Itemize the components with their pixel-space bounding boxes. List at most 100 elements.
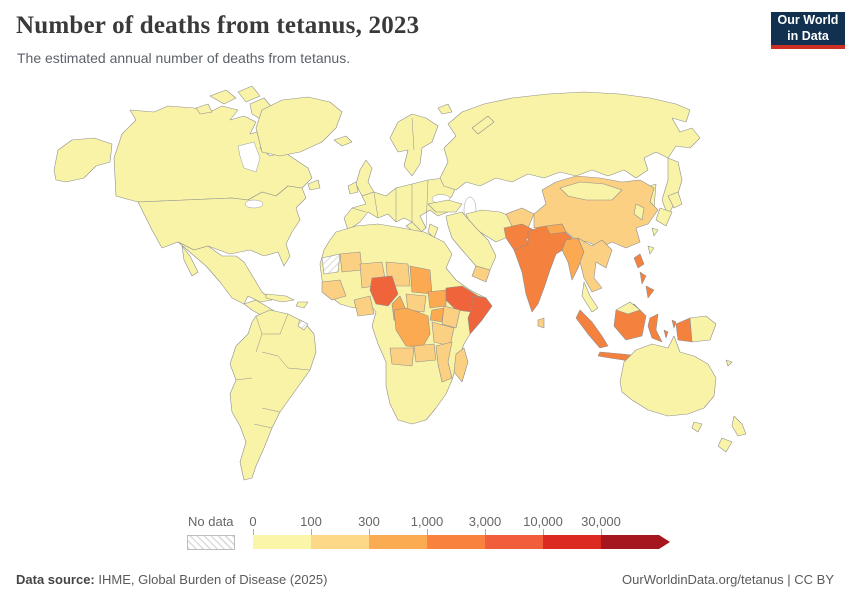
country-mozambique[interactable]	[435, 341, 453, 383]
country-western-sahara[interactable]	[321, 253, 341, 275]
country-greenland[interactable]	[255, 96, 343, 157]
country-madagascar[interactable]	[453, 347, 469, 383]
country-iceland[interactable]	[333, 135, 353, 147]
country-philippines-mindanao[interactable]	[645, 285, 655, 299]
legend-tick-mark	[369, 529, 370, 535]
country-indonesia-sumatra[interactable]	[575, 309, 609, 349]
country-japan-hokkaido[interactable]	[667, 191, 683, 209]
legend-bin-segment[interactable]	[543, 535, 601, 549]
region-ghana-benin[interactable]	[353, 295, 375, 317]
legend-bin-segment[interactable]	[253, 535, 311, 549]
legend-tick-label: 30,000	[581, 514, 621, 529]
legend-no-data-label: No data	[188, 514, 234, 529]
owid-logo[interactable]: Our World in Data	[771, 12, 845, 49]
country-nigeria[interactable]	[369, 275, 399, 307]
page-title: Number of deaths from tetanus, 2023	[16, 12, 420, 39]
country-afghanistan[interactable]	[505, 207, 535, 229]
country-malaysia-borneo[interactable]	[615, 301, 641, 315]
great-lakes	[244, 199, 264, 209]
legend-tick-label: 10,000	[523, 514, 563, 529]
owid-logo-line2: in Data	[787, 28, 829, 43]
legend-tick-mark	[427, 529, 428, 535]
country-philippines-visayas[interactable]	[639, 271, 647, 285]
country-canada-arctic3[interactable]	[195, 103, 213, 115]
legend-tick-mark	[253, 529, 254, 535]
country-hispaniola[interactable]	[295, 301, 309, 309]
legend-no-data-swatch[interactable]	[187, 535, 235, 550]
country-russia[interactable]	[439, 91, 701, 191]
country-sri-lanka[interactable]	[537, 317, 545, 329]
country-new-zealand-north[interactable]	[731, 415, 747, 437]
country-papua-new-guinea[interactable]	[689, 315, 717, 343]
country-ireland[interactable]	[347, 181, 359, 195]
country-new-caledonia[interactable]	[725, 359, 733, 367]
country-indonesia-maluku2[interactable]	[671, 319, 677, 329]
region-scandinavia[interactable]	[389, 113, 439, 177]
country-uganda[interactable]	[429, 307, 445, 323]
data-source-text: Data source: IHME, Global Burden of Dise…	[16, 572, 327, 587]
country-united-kingdom[interactable]	[355, 159, 375, 197]
country-somalia[interactable]	[467, 295, 493, 335]
country-indonesia-west-papua[interactable]	[675, 317, 693, 343]
legend-bin-segment[interactable]	[485, 535, 543, 549]
hudson-bay	[237, 141, 261, 173]
country-canada-newfoundland[interactable]	[307, 179, 321, 191]
footer-link[interactable]: OurWorldinData.org/tetanus | CC BY	[622, 572, 834, 587]
country-indonesia-sulawesi[interactable]	[647, 313, 663, 343]
country-south-sudan[interactable]	[427, 289, 447, 309]
europe-internal-borders	[351, 117, 429, 229]
country-cuba[interactable]	[265, 293, 295, 303]
country-canada-arctic2[interactable]	[237, 85, 261, 103]
country-angola[interactable]	[389, 347, 415, 367]
country-russia-kamchatka[interactable]	[661, 157, 683, 217]
legend-bar	[253, 535, 670, 549]
legend-scale: 0 100 300 1,000 3,000 10,000 30,000	[249, 514, 693, 556]
country-japan-honshu[interactable]	[655, 207, 673, 227]
country-new-zealand-south[interactable]	[717, 437, 733, 453]
country-mongolia[interactable]	[559, 181, 623, 201]
country-drc[interactable]	[393, 307, 431, 349]
region-malay-peninsula[interactable]	[581, 281, 599, 313]
country-taiwan[interactable]	[647, 245, 655, 255]
legend-tick-label: 0	[249, 514, 257, 529]
legend-tick-label: 300	[358, 514, 380, 529]
legend-tick-mark	[485, 529, 486, 535]
country-french-guiana[interactable]	[297, 319, 309, 331]
country-usa-alaska[interactable]	[53, 137, 113, 183]
legend-bin-segment[interactable]	[427, 535, 485, 549]
country-philippines-luzon[interactable]	[633, 253, 645, 269]
country-mauritania[interactable]	[339, 251, 363, 273]
owid-logo-line1: Our World	[777, 12, 839, 27]
country-indonesia-borneo[interactable]	[613, 303, 647, 341]
region-indochina[interactable]	[577, 237, 613, 293]
region-senegal-guinea[interactable]	[321, 279, 347, 301]
country-turkey[interactable]	[427, 199, 463, 213]
legend-tick-label: 3,000	[468, 514, 502, 529]
region-south-america[interactable]	[229, 309, 317, 481]
page-subtitle: The estimated annual number of deaths fr…	[17, 50, 351, 66]
country-japan-kyushu[interactable]	[651, 227, 659, 237]
country-mexico-baja[interactable]	[181, 245, 199, 277]
country-australia-tasmania[interactable]	[691, 421, 703, 433]
legend-bin-segment[interactable]	[601, 535, 659, 549]
country-kenya[interactable]	[441, 305, 461, 329]
country-australia[interactable]	[619, 335, 717, 417]
country-nepal[interactable]	[545, 223, 567, 235]
country-south-korea[interactable]	[633, 203, 645, 221]
country-zambia[interactable]	[413, 343, 437, 363]
legend-tick-mark	[311, 529, 312, 535]
legend-bin-segment[interactable]	[369, 535, 427, 549]
country-russia-novaya-zemlya[interactable]	[471, 115, 495, 135]
country-indonesia-maluku1[interactable]	[663, 329, 669, 339]
country-canada-arctic1[interactable]	[209, 89, 237, 105]
country-yemen[interactable]	[471, 265, 491, 283]
country-chad[interactable]	[409, 265, 433, 295]
legend-tick-mark	[601, 529, 602, 535]
country-central-african-republic[interactable]	[405, 293, 427, 313]
footer: Data source: IHME, Global Burden of Dise…	[16, 572, 834, 587]
legend-bin-segment[interactable]	[311, 535, 369, 549]
country-svalbard[interactable]	[437, 103, 453, 115]
legend-tick-label: 1,000	[410, 514, 444, 529]
